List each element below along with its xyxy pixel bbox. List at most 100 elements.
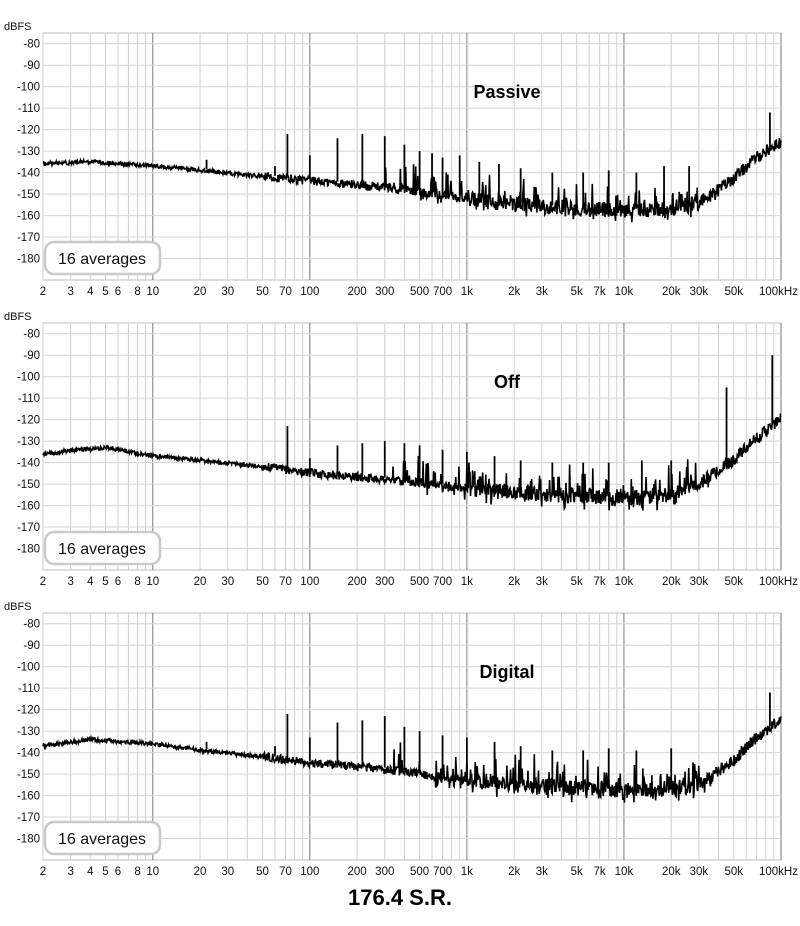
y-axis-label: dBFS [4, 21, 32, 33]
y-tick-label: -90 [23, 350, 40, 362]
x-tick-label: 500 [410, 286, 429, 298]
x-tick-label: 2k [508, 866, 520, 878]
x-tick-label: 200 [348, 866, 367, 878]
x-tick-label: 7k [594, 576, 606, 588]
y-tick-label: -170 [17, 522, 40, 534]
x-tick-label: 7k [594, 866, 606, 878]
x-tick-label: 4 [87, 576, 94, 588]
x-tick-label: 20k [662, 866, 681, 878]
x-tick-label: 500 [410, 576, 429, 588]
x-tick-label: 3 [67, 576, 73, 588]
grid-lines [42, 33, 782, 280]
x-tick-label: 200 [348, 286, 367, 298]
x-tick-label: 500 [410, 866, 429, 878]
x-tick-label: 70 [279, 576, 292, 588]
x-tick-label: 1k [461, 286, 473, 298]
x-tick-label: 2 [40, 286, 46, 298]
averages-box [43, 530, 162, 566]
x-tick-label: 30 [221, 576, 234, 588]
x-tick-label: 3k [536, 576, 548, 588]
x-tick-label: 50 [256, 576, 269, 588]
x-tick-label: 20 [194, 866, 207, 878]
x-tick-label: 6 [115, 576, 121, 588]
x-tick-label: 50 [256, 866, 269, 878]
x-tick-label: 2k [508, 286, 520, 298]
figure-caption: 176.4 S.R. [348, 885, 452, 910]
x-tick-label: 700 [433, 286, 452, 298]
x-tick-label: 5 [102, 866, 108, 878]
x-tick-label: 100 [300, 576, 319, 588]
y-tick-label: -80 [23, 619, 40, 631]
x-tick-label: 700 [433, 866, 452, 878]
x-tick-label: 4 [87, 866, 94, 878]
x-tick-label: 300 [375, 576, 394, 588]
grid-lines [42, 613, 782, 860]
y-axis-label: dBFS [4, 311, 32, 323]
panel-title: Off [494, 372, 521, 392]
x-tick-label: 30k [690, 866, 709, 878]
y-tick-label: -140 [17, 458, 40, 470]
spectrum-trace [42, 137, 782, 223]
y-tick-label: -130 [17, 146, 40, 158]
x-tick-label: 10k [615, 286, 634, 298]
y-tick-label: -130 [17, 726, 40, 738]
y-tick-label: -110 [18, 393, 40, 405]
x-tick-label: 10 [146, 866, 159, 878]
x-tick-label: 3k [536, 286, 548, 298]
y-tick-label: -80 [23, 329, 40, 341]
x-tick-label: 1k [461, 576, 473, 588]
averages-label: 16 averages [58, 251, 146, 268]
y-tick-label: -160 [17, 501, 40, 513]
x-tick-label: 300 [375, 866, 394, 878]
x-tick-label: 70 [279, 286, 292, 298]
x-tick-label: 2k [508, 576, 520, 588]
x-axis-unit-label: 100kHz [759, 286, 798, 298]
y-tick-label: -110 [18, 103, 40, 115]
panel-title: Digital [479, 662, 534, 682]
x-tick-label: 1k [461, 866, 473, 878]
x-tick-label: 10 [146, 576, 159, 588]
x-tick-label: 10 [146, 286, 159, 298]
fft-panel-passive: -80 -90 -100 -110 -120 -130 -140 -150 -160 -170 -1… [4, 21, 798, 298]
averages-label: 16 averages [58, 541, 146, 558]
y-axis-label: dBFS [4, 601, 32, 613]
x-tick-label: 8 [134, 866, 140, 878]
harmonic-peaks [286, 355, 774, 497]
x-tick-label: 50k [724, 286, 743, 298]
y-tick-label: -170 [17, 812, 40, 824]
plot-area [42, 322, 782, 571]
y-tick-label: -170 [17, 232, 40, 244]
x-tick-label: 10k [615, 576, 634, 588]
y-tick-label: -180 [17, 544, 40, 556]
x-tick-label: 8 [134, 576, 140, 588]
spectrum-trace [42, 716, 782, 803]
x-tick-label: 100 [300, 286, 319, 298]
x-tick-label: 3k [536, 866, 548, 878]
x-tick-label: 50k [724, 866, 743, 878]
x-tick-label: 2 [40, 866, 46, 878]
grid-lines [42, 323, 782, 570]
x-tick-label: 3 [67, 866, 73, 878]
x-tick-label: 700 [433, 576, 452, 588]
x-tick-label: 5 [102, 576, 108, 588]
y-tick-label: -180 [17, 834, 40, 846]
averages-box [43, 820, 162, 856]
x-tick-label: 6 [115, 866, 121, 878]
spectrum-trace [42, 413, 782, 512]
x-tick-label: 20k [662, 286, 681, 298]
x-tick-label: 5k [571, 576, 583, 588]
x-tick-label: 50k [724, 576, 743, 588]
x-tick-label: 50 [256, 286, 269, 298]
x-tick-label: 30k [690, 576, 709, 588]
averages-label: 16 averages [58, 831, 146, 848]
x-tick-label: 4 [87, 286, 94, 298]
x-tick-label: 5 [102, 286, 108, 298]
x-tick-label: 300 [375, 286, 394, 298]
x-tick-label: 30k [690, 286, 709, 298]
y-tick-label: -90 [23, 60, 40, 72]
averages-box [43, 240, 162, 276]
y-tick-label: -160 [17, 791, 40, 803]
y-tick-label: -130 [17, 436, 40, 448]
y-tick-label: -120 [17, 705, 40, 717]
